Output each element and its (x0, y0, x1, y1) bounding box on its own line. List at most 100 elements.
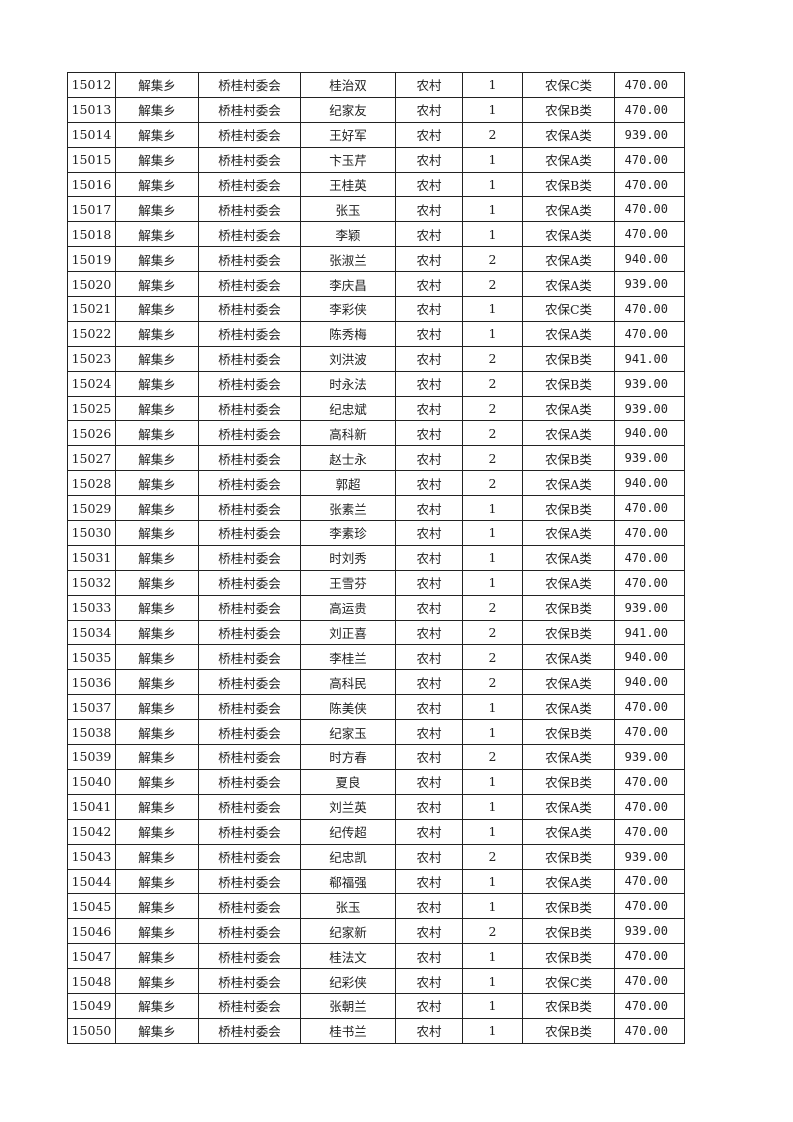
cell-id: 15026 (67, 420, 116, 447)
cell-area: 农村 (395, 644, 463, 671)
cell-town: 解集乡 (115, 271, 199, 298)
cell-committee: 桥桂村委会 (198, 569, 301, 596)
cell-name: 刘正喜 (300, 619, 396, 646)
cell-town: 解集乡 (115, 843, 199, 870)
cell-committee: 桥桂村委会 (198, 221, 301, 248)
cell-name: 张素兰 (300, 495, 396, 522)
cell-area: 农村 (395, 196, 463, 223)
cell-amount: 939.00 (614, 370, 685, 397)
cell-area: 农村 (395, 246, 463, 273)
cell-name: 张玉 (300, 196, 396, 223)
cell-area: 农村 (395, 171, 463, 198)
cell-count: 1 (462, 694, 523, 721)
cell-id: 15025 (67, 395, 116, 422)
cell-count: 1 (462, 893, 523, 920)
cell-area: 农村 (395, 1017, 463, 1044)
cell-committee: 桥桂村委会 (198, 918, 301, 945)
cell-amount: 470.00 (614, 1017, 685, 1044)
cell-category: 农保A类 (522, 121, 615, 148)
cell-area: 农村 (395, 818, 463, 845)
table-row: 15049 解集乡 桥桂村委会 张朝兰 农村 1 农保B类 470.00 (67, 992, 685, 1019)
table-row: 15021 解集乡 桥桂村委会 李彩侠 农村 1 农保C类 470.00 (67, 296, 685, 322)
cell-id: 15032 (67, 569, 116, 596)
cell-name: 纪忠凯 (300, 843, 396, 870)
cell-area: 农村 (395, 96, 463, 123)
table-row: 15025 解集乡 桥桂村委会 纪忠斌 农村 2 农保A类 939.00 (67, 395, 685, 422)
table-row: 15040 解集乡 桥桂村委会 夏良 农村 1 农保B类 470.00 (67, 768, 685, 795)
cell-amount: 939.00 (614, 121, 685, 148)
cell-name: 桂治双 (300, 72, 396, 98)
cell-count: 2 (462, 395, 523, 422)
cell-committee: 桥桂村委会 (198, 271, 301, 298)
cell-committee: 桥桂村委会 (198, 943, 301, 970)
table-row: 15024 解集乡 桥桂村委会 时永法 农村 2 农保B类 939.00 (67, 370, 685, 397)
cell-committee: 桥桂村委会 (198, 1017, 301, 1044)
cell-committee: 桥桂村委会 (198, 320, 301, 347)
cell-count: 1 (462, 196, 523, 223)
table-row: 15027 解集乡 桥桂村委会 赵士永 农村 2 农保B类 939.00 (67, 445, 685, 472)
cell-amount: 470.00 (614, 72, 685, 98)
cell-name: 李颖 (300, 221, 396, 248)
cell-category: 农保A类 (522, 818, 615, 845)
cell-area: 农村 (395, 843, 463, 870)
cell-committee: 桥桂村委会 (198, 246, 301, 273)
cell-committee: 桥桂村委会 (198, 843, 301, 870)
cell-category: 农保A类 (522, 694, 615, 721)
cell-amount: 470.00 (614, 196, 685, 223)
cell-name: 纪忠斌 (300, 395, 396, 422)
cell-amount: 941.00 (614, 345, 685, 372)
cell-town: 解集乡 (115, 146, 199, 173)
cell-id: 15041 (67, 793, 116, 820)
table-row: 15020 解集乡 桥桂村委会 李庆昌 农村 2 农保A类 939.00 (67, 271, 685, 298)
cell-count: 1 (462, 818, 523, 845)
cell-amount: 470.00 (614, 719, 685, 746)
cell-category: 农保B类 (522, 345, 615, 372)
cell-id: 15050 (67, 1017, 116, 1044)
cell-committee: 桥桂村委会 (198, 669, 301, 696)
cell-name: 时永法 (300, 370, 396, 397)
cell-category: 农保A类 (522, 196, 615, 223)
cell-town: 解集乡 (115, 918, 199, 945)
cell-committee: 桥桂村委会 (198, 619, 301, 646)
cell-count: 1 (462, 221, 523, 248)
cell-name: 王桂英 (300, 171, 396, 198)
cell-name: 王好军 (300, 121, 396, 148)
cell-committee: 桥桂村委会 (198, 520, 301, 546)
cell-id: 15031 (67, 544, 116, 571)
cell-category: 农保B类 (522, 96, 615, 123)
cell-town: 解集乡 (115, 669, 199, 696)
cell-town: 解集乡 (115, 171, 199, 198)
cell-committee: 桥桂村委会 (198, 868, 301, 895)
table-row: 15047 解集乡 桥桂村委会 桂法文 农村 1 农保B类 470.00 (67, 943, 685, 970)
cell-id: 15048 (67, 968, 116, 994)
table-row: 15035 解集乡 桥桂村委会 李桂兰 农村 2 农保A类 940.00 (67, 644, 685, 671)
table-row: 15036 解集乡 桥桂村委会 高科民 农村 2 农保A类 940.00 (67, 669, 685, 696)
cell-count: 2 (462, 370, 523, 397)
cell-id: 15021 (67, 296, 116, 322)
cell-amount: 470.00 (614, 221, 685, 248)
cell-category: 农保A类 (522, 320, 615, 347)
cell-committee: 桥桂村委会 (198, 694, 301, 721)
cell-amount: 470.00 (614, 868, 685, 895)
cell-committee: 桥桂村委会 (198, 544, 301, 571)
cell-category: 农保B类 (522, 918, 615, 945)
cell-count: 1 (462, 171, 523, 198)
cell-name: 赵士永 (300, 445, 396, 472)
cell-name: 纪传超 (300, 818, 396, 845)
cell-id: 15020 (67, 271, 116, 298)
cell-area: 农村 (395, 420, 463, 447)
cell-amount: 470.00 (614, 793, 685, 820)
cell-name: 卞玉芹 (300, 146, 396, 173)
cell-name: 李彩侠 (300, 296, 396, 322)
cell-committee: 桥桂村委会 (198, 644, 301, 671)
cell-name: 李桂兰 (300, 644, 396, 671)
cell-amount: 940.00 (614, 246, 685, 273)
cell-id: 15044 (67, 868, 116, 895)
table-row: 15015 解集乡 桥桂村委会 卞玉芹 农村 1 农保A类 470.00 (67, 146, 685, 173)
table-row: 15012 解集乡 桥桂村委会 桂治双 农村 1 农保C类 470.00 (67, 72, 685, 98)
cell-area: 农村 (395, 221, 463, 248)
cell-name: 张玉 (300, 893, 396, 920)
cell-area: 农村 (395, 619, 463, 646)
cell-name: 高运贵 (300, 594, 396, 621)
cell-count: 1 (462, 320, 523, 347)
